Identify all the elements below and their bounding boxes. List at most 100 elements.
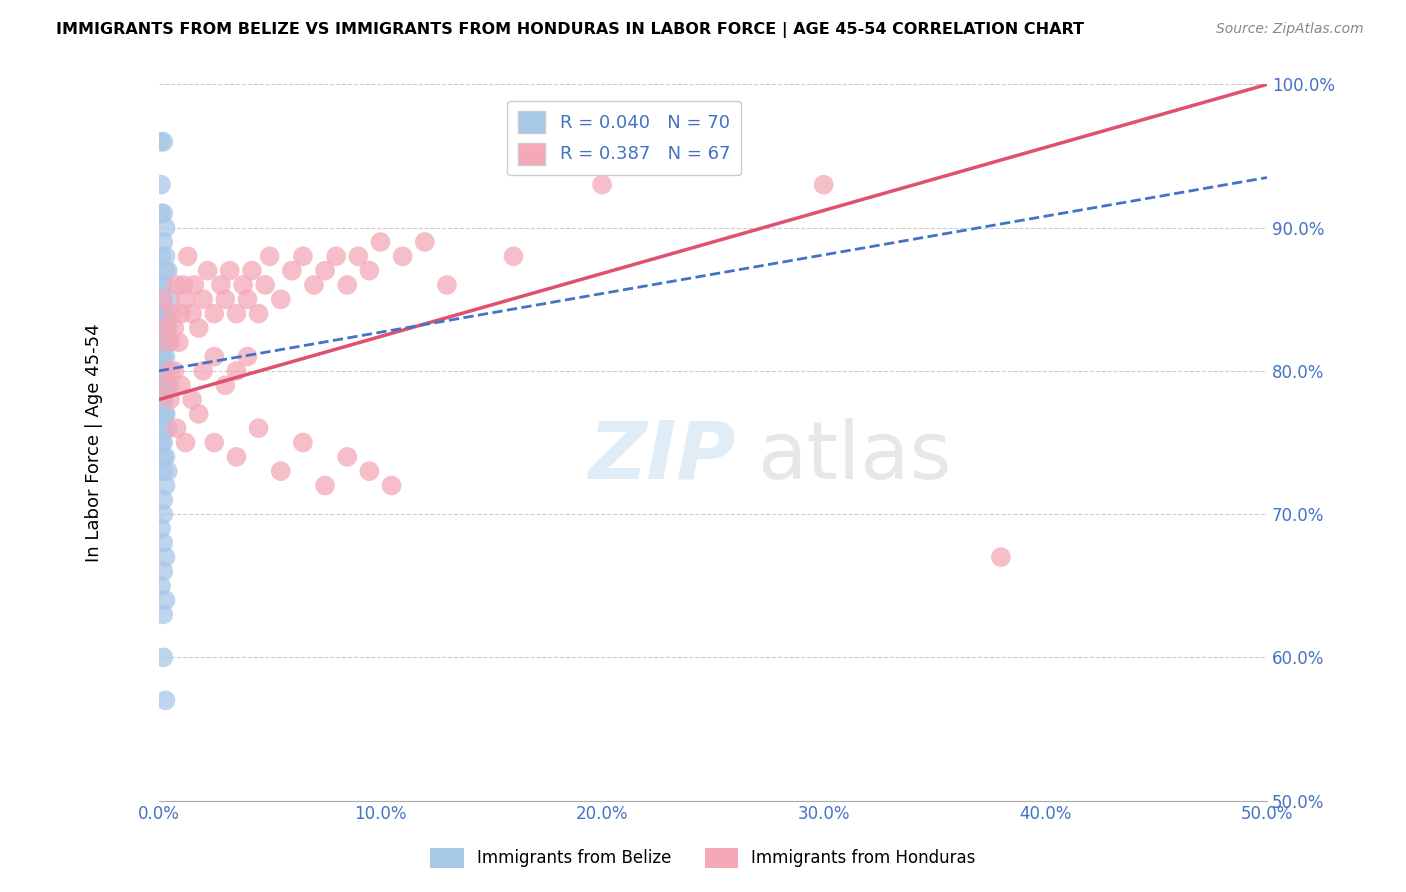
Point xyxy=(174,435,197,450)
Point xyxy=(155,450,177,464)
Point xyxy=(391,249,413,263)
Point xyxy=(187,407,209,421)
Point xyxy=(159,392,181,407)
Point xyxy=(150,521,173,535)
Point xyxy=(183,277,205,292)
Point xyxy=(336,277,359,292)
Point xyxy=(247,421,270,435)
Point xyxy=(150,293,173,307)
Point xyxy=(150,135,173,149)
Point xyxy=(155,407,177,421)
Point xyxy=(336,450,359,464)
Point xyxy=(990,550,1012,565)
Point xyxy=(259,249,281,263)
Point xyxy=(225,307,247,321)
Point xyxy=(214,293,236,307)
Point xyxy=(150,435,173,450)
Point xyxy=(347,249,370,263)
Point xyxy=(156,421,179,435)
Point xyxy=(380,478,402,492)
Point xyxy=(152,307,174,321)
Point xyxy=(270,464,292,478)
Point xyxy=(155,263,177,277)
Point xyxy=(152,364,174,378)
Point xyxy=(291,249,314,263)
Point xyxy=(225,364,247,378)
Point xyxy=(150,364,173,378)
Point xyxy=(232,277,254,292)
Text: atlas: atlas xyxy=(758,417,952,496)
Point xyxy=(159,378,181,392)
Point xyxy=(209,277,232,292)
Point xyxy=(152,335,174,350)
Point xyxy=(359,464,381,478)
Point xyxy=(152,435,174,450)
Point xyxy=(156,321,179,335)
Point xyxy=(155,593,177,607)
Point xyxy=(156,378,179,392)
Point xyxy=(152,206,174,220)
Point xyxy=(155,364,177,378)
Point xyxy=(170,378,193,392)
Point xyxy=(155,378,177,392)
Point xyxy=(152,277,174,292)
Point xyxy=(155,350,177,364)
Point xyxy=(150,206,173,220)
Text: IMMIGRANTS FROM BELIZE VS IMMIGRANTS FROM HONDURAS IN LABOR FORCE | AGE 45-54 CO: IMMIGRANTS FROM BELIZE VS IMMIGRANTS FRO… xyxy=(56,22,1084,38)
Point xyxy=(176,249,198,263)
Point xyxy=(436,277,458,292)
Point xyxy=(270,293,292,307)
Point xyxy=(152,450,174,464)
Point xyxy=(159,364,181,378)
Point xyxy=(152,392,174,407)
Point xyxy=(150,579,173,593)
Point xyxy=(247,307,270,321)
Point xyxy=(155,335,177,350)
Point xyxy=(181,307,204,321)
Point xyxy=(413,235,436,249)
Point xyxy=(152,350,174,364)
Point xyxy=(152,364,174,378)
Point xyxy=(236,350,259,364)
Point xyxy=(160,307,183,321)
Point xyxy=(197,263,219,277)
Point xyxy=(155,407,177,421)
Point xyxy=(502,249,524,263)
Y-axis label: In Labor Force | Age 45-54: In Labor Force | Age 45-54 xyxy=(86,323,103,562)
Point xyxy=(152,293,174,307)
Point xyxy=(152,536,174,550)
Point xyxy=(163,364,186,378)
Point xyxy=(150,378,173,392)
Point xyxy=(150,249,173,263)
Point xyxy=(150,407,173,421)
Legend: R = 0.040   N = 70, R = 0.387   N = 67: R = 0.040 N = 70, R = 0.387 N = 67 xyxy=(508,101,741,176)
Point xyxy=(187,321,209,335)
Point xyxy=(813,178,835,192)
Point xyxy=(155,378,177,392)
Point xyxy=(302,277,325,292)
Point xyxy=(218,263,240,277)
Point xyxy=(152,335,174,350)
Point xyxy=(174,293,197,307)
Point xyxy=(155,220,177,235)
Point xyxy=(159,293,181,307)
Point xyxy=(172,277,194,292)
Point xyxy=(152,492,174,507)
Point xyxy=(236,293,259,307)
Point xyxy=(155,321,177,335)
Point xyxy=(150,178,173,192)
Point xyxy=(152,421,174,435)
Point xyxy=(193,293,215,307)
Point xyxy=(152,277,174,292)
Point xyxy=(152,392,174,407)
Point xyxy=(591,178,613,192)
Point xyxy=(166,421,188,435)
Point xyxy=(152,392,174,407)
Point xyxy=(150,350,173,364)
Point xyxy=(155,307,177,321)
Point xyxy=(152,321,174,335)
Point xyxy=(156,263,179,277)
Point xyxy=(152,364,174,378)
Point xyxy=(155,378,177,392)
Point xyxy=(254,277,277,292)
